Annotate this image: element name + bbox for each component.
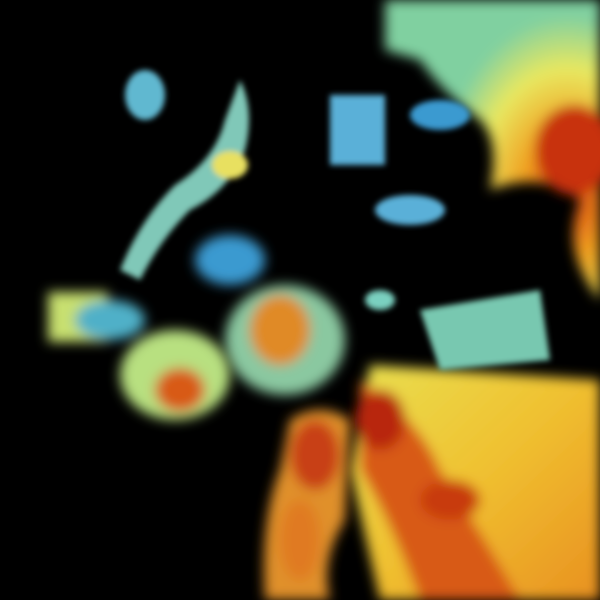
echo-northeast [385,0,600,300]
echo-southeast [350,365,600,600]
echo-south [264,410,350,600]
echo-northwest-band [120,70,470,280]
echo-east [365,195,550,370]
echo-west [48,292,230,420]
echo-center [195,235,345,395]
